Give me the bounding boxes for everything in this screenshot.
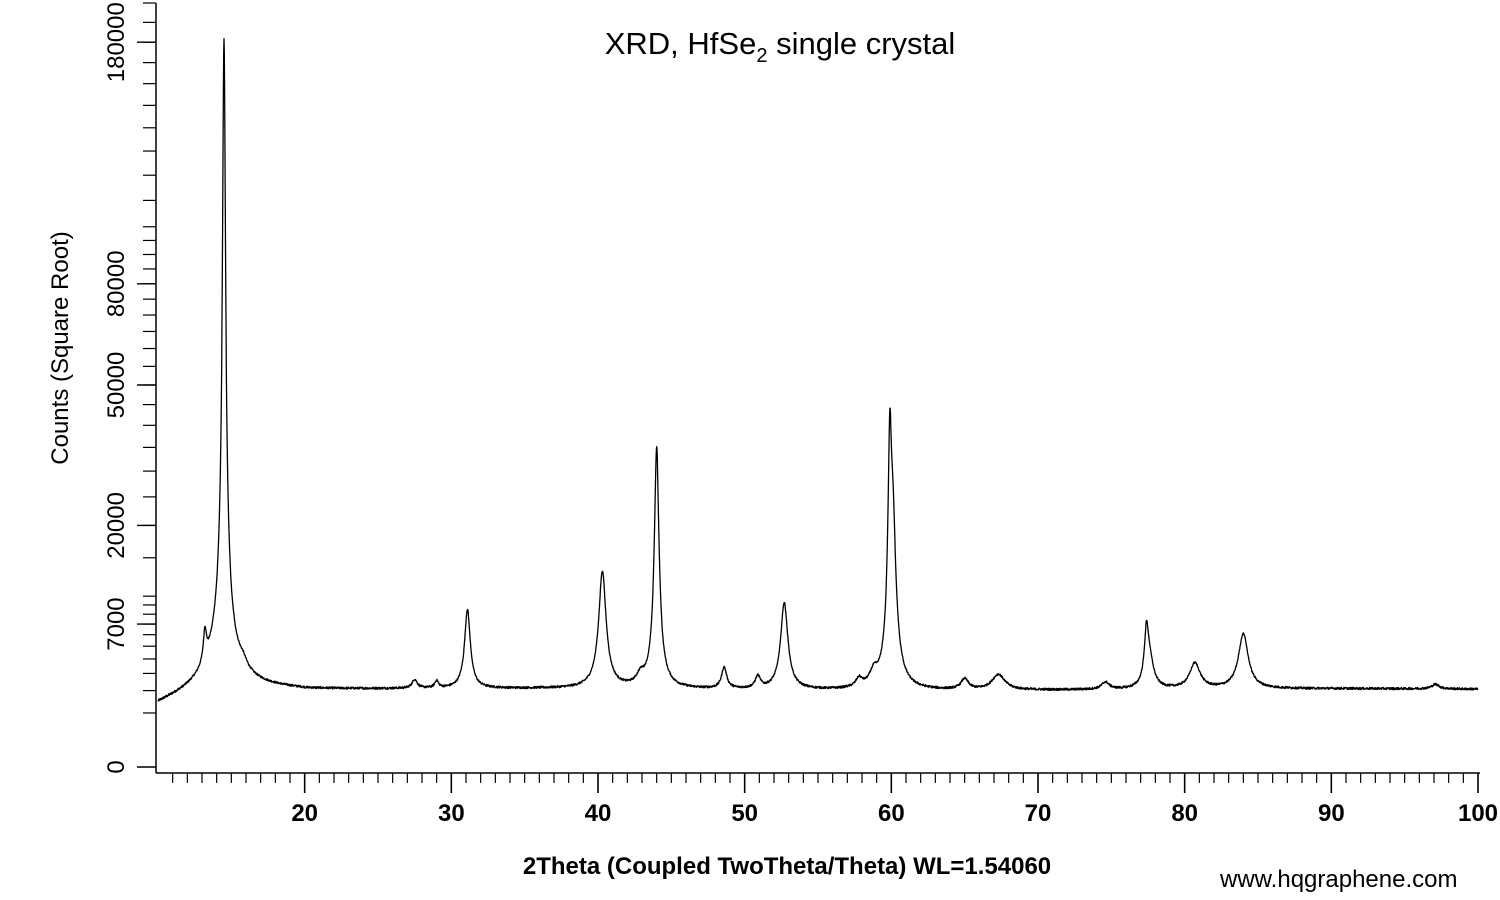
- chart-title: XRD, HfSe2 single crystal: [605, 26, 956, 67]
- x-axis-ticks: 20 30 40 50 60 70 80 90 100: [172, 773, 1498, 827]
- y-axis-ticks: 0 7000 20000 50000 80000 180000: [103, 2, 156, 774]
- y-tick-label: 180000: [103, 2, 130, 82]
- x-tick-label: 80: [1171, 800, 1198, 827]
- website-credit: www.hqgraphene.com: [1220, 866, 1458, 893]
- x-tick-label: 30: [438, 800, 465, 827]
- x-tick-label: 60: [878, 800, 905, 827]
- x-tick-label: 100: [1458, 800, 1498, 827]
- x-tick-label: 40: [585, 800, 612, 827]
- x-axis-label: 2Theta (Coupled TwoTheta/Theta) WL=1.540…: [523, 853, 1051, 880]
- chart-title-subscript: 2: [756, 45, 767, 67]
- y-tick-label: 0: [103, 760, 130, 773]
- diffraction-series-line: [157, 37, 1479, 702]
- x-tick-label: 70: [1025, 800, 1052, 827]
- chart-title-main: XRD, HfSe: [605, 26, 757, 61]
- chart-title-suffix: single crystal: [767, 26, 955, 61]
- y-tick-label: 50000: [103, 352, 130, 419]
- y-axis-label: Counts (Square Root): [47, 231, 74, 464]
- x-tick-label: 20: [291, 800, 318, 827]
- y-tick-label: 20000: [103, 492, 130, 559]
- y-tick-label: 7000: [103, 597, 130, 650]
- y-tick-label: 80000: [103, 250, 130, 317]
- x-tick-label: 50: [731, 800, 758, 827]
- x-tick-label: 90: [1318, 800, 1345, 827]
